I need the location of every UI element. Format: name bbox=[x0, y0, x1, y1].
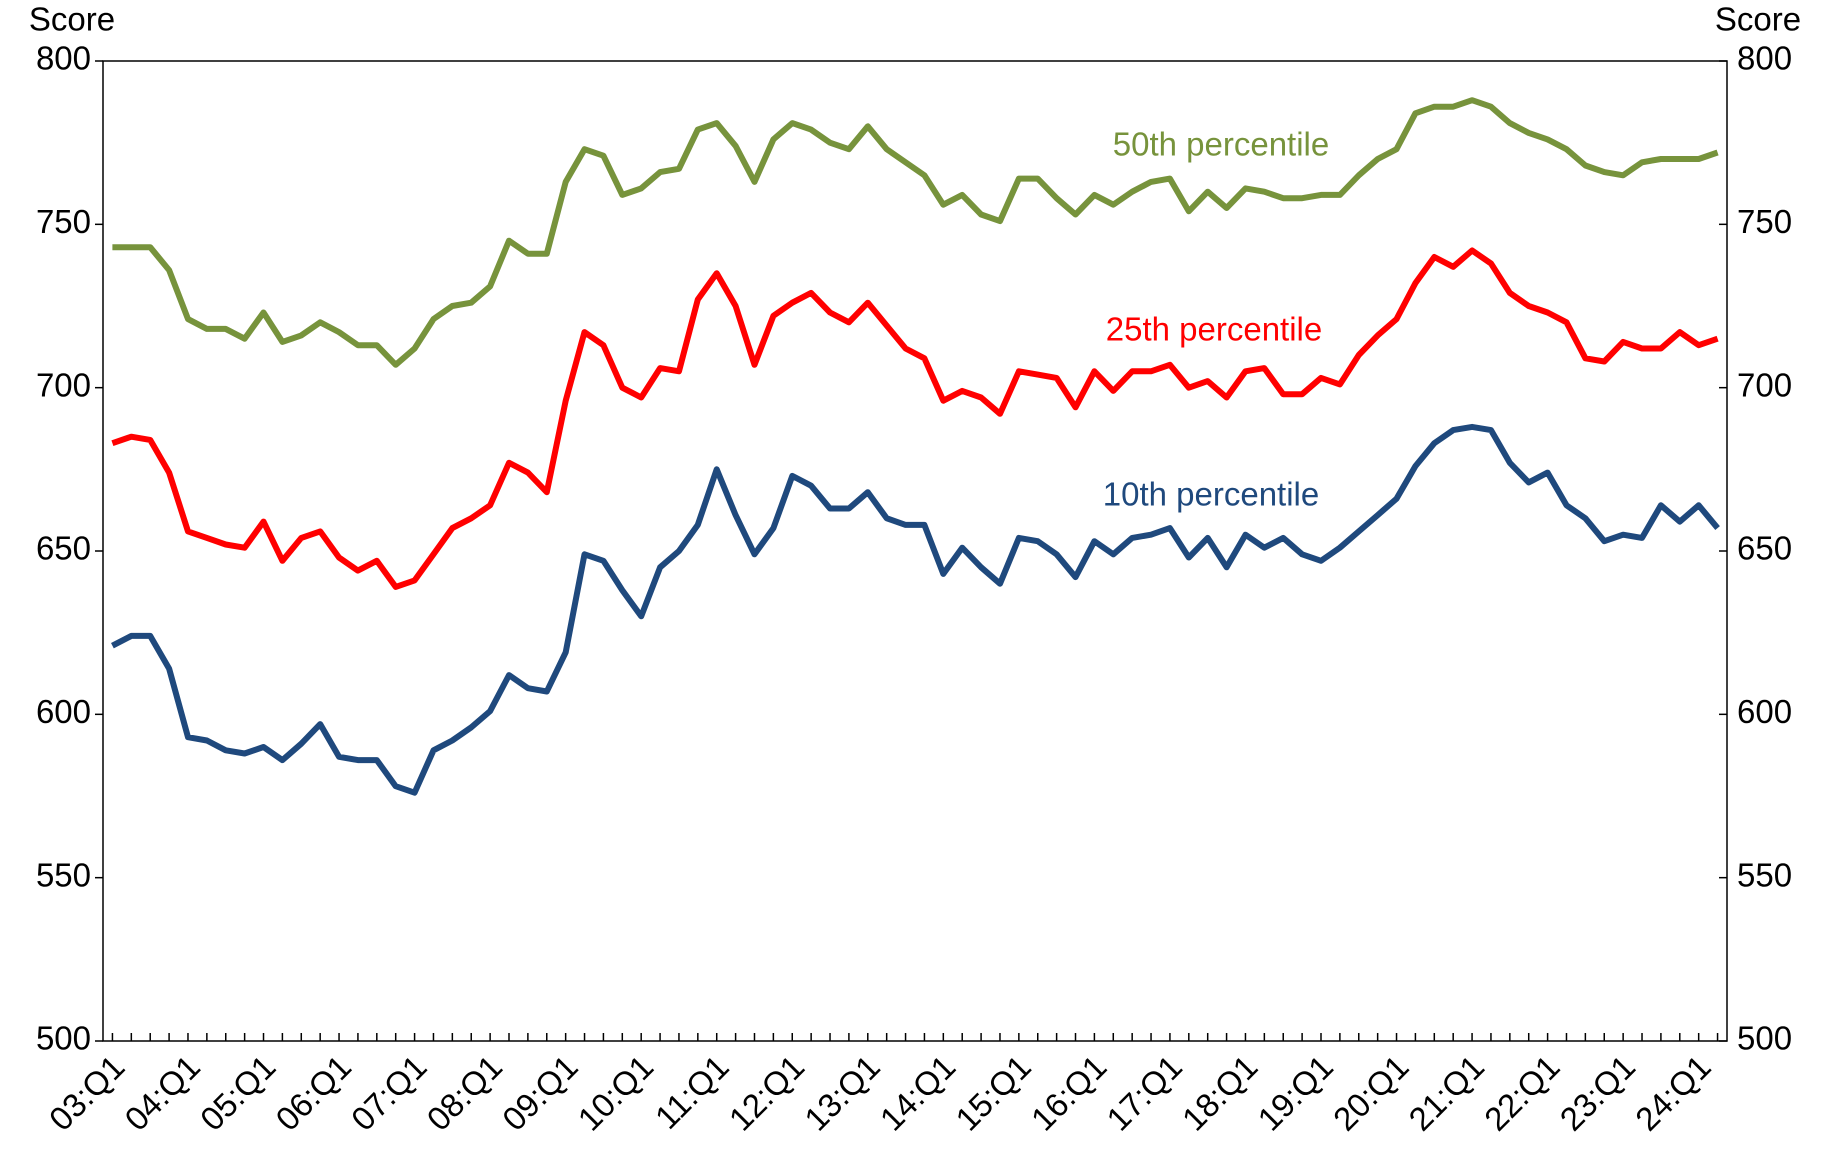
y2-tick-label: 800 bbox=[1737, 40, 1792, 77]
y2-tick-label: 700 bbox=[1737, 366, 1792, 403]
x-tick-label: 11:Q1 bbox=[648, 1048, 736, 1136]
y-tick-label: 800 bbox=[36, 40, 91, 77]
series-label: 50th percentile bbox=[1113, 126, 1329, 163]
x-tick-label: 04:Q1 bbox=[117, 1048, 207, 1138]
y2-axis-label: Score bbox=[1715, 1, 1801, 38]
series-label: 25th percentile bbox=[1106, 311, 1322, 348]
x-tick-label: 13:Q1 bbox=[797, 1048, 887, 1138]
x-tick-label: 09:Q1 bbox=[495, 1048, 585, 1138]
series-label: 10th percentile bbox=[1103, 476, 1319, 513]
x-tick-label: 10:Q1 bbox=[571, 1048, 661, 1138]
x-tick-label: 03:Q1 bbox=[42, 1048, 132, 1138]
x-tick-label: 16:Q1 bbox=[1024, 1048, 1114, 1138]
series-line bbox=[112, 97, 1719, 368]
y-tick-label: 550 bbox=[36, 856, 91, 893]
y2-tick-label: 650 bbox=[1737, 530, 1792, 567]
y2-tick-label: 750 bbox=[1737, 203, 1792, 240]
x-tick-label: 05:Q1 bbox=[193, 1048, 283, 1138]
x-tick-label: 14:Q1 bbox=[873, 1048, 963, 1138]
y-axis-label: Score bbox=[29, 1, 115, 38]
x-tick-label: 08:Q1 bbox=[419, 1048, 509, 1138]
x-tick-label: 15:Q1 bbox=[948, 1048, 1038, 1138]
plot-frame bbox=[102, 60, 1728, 1042]
x-tick-label: 07:Q1 bbox=[344, 1048, 434, 1138]
x-tick-label: 18:Q1 bbox=[1175, 1048, 1265, 1138]
x-tick-label: 22:Q1 bbox=[1477, 1048, 1567, 1138]
series-line bbox=[111, 247, 1719, 590]
x-tick-label: 19:Q1 bbox=[1250, 1048, 1340, 1138]
x-tick-label: 21:Q1 bbox=[1401, 1048, 1491, 1138]
y2-tick-label: 550 bbox=[1737, 856, 1792, 893]
y2-tick-label: 600 bbox=[1737, 693, 1792, 730]
y-tick-label: 750 bbox=[36, 203, 91, 240]
series-line bbox=[111, 423, 1720, 796]
x-tick-label: 12:Q1 bbox=[722, 1048, 812, 1138]
x-tick-label: 17:Q1 bbox=[1099, 1048, 1189, 1138]
y2-tick-label: 500 bbox=[1737, 1020, 1792, 1057]
x-tick-label: 20:Q1 bbox=[1326, 1048, 1416, 1138]
x-tick-label: 06:Q1 bbox=[268, 1048, 358, 1138]
y-tick-label: 600 bbox=[36, 693, 91, 730]
x-tick-label: 24:Q1 bbox=[1628, 1048, 1718, 1138]
y-tick-label: 700 bbox=[36, 366, 91, 403]
y-tick-label: 650 bbox=[36, 530, 91, 567]
x-tick-label: 23:Q1 bbox=[1553, 1048, 1643, 1138]
y-tick-label: 500 bbox=[36, 1020, 91, 1057]
